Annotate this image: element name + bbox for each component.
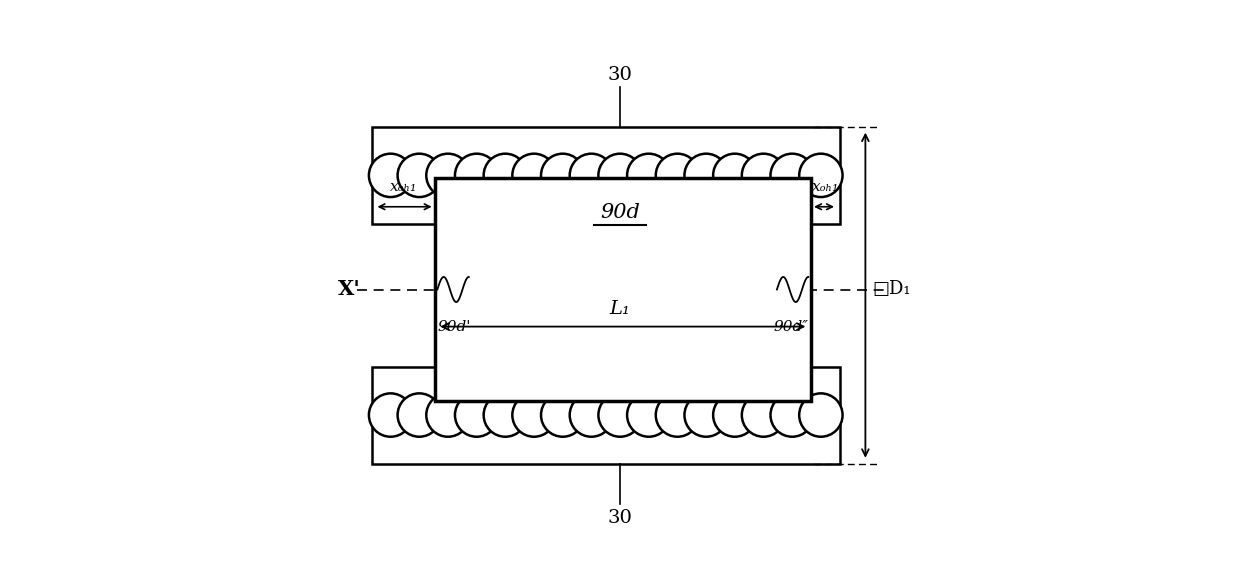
Text: L₁: L₁ <box>610 300 630 318</box>
Text: 30: 30 <box>608 509 632 527</box>
Circle shape <box>656 153 699 197</box>
Circle shape <box>599 153 642 197</box>
Circle shape <box>427 393 470 437</box>
Circle shape <box>800 393 842 437</box>
Circle shape <box>484 393 527 437</box>
Circle shape <box>455 153 498 197</box>
Circle shape <box>770 393 813 437</box>
Circle shape <box>800 153 842 197</box>
Circle shape <box>427 153 470 197</box>
Circle shape <box>398 393 441 437</box>
Circle shape <box>541 153 584 197</box>
Circle shape <box>599 393 642 437</box>
Circle shape <box>656 393 699 437</box>
Circle shape <box>569 393 613 437</box>
Bar <box>372 127 839 224</box>
Circle shape <box>713 393 756 437</box>
Text: □D₁: □D₁ <box>873 280 911 299</box>
Circle shape <box>484 153 527 197</box>
Text: 90d″: 90d″ <box>774 320 808 334</box>
Text: 90d: 90d <box>600 203 640 222</box>
Text: xₒₕ₁: xₒₕ₁ <box>812 180 839 194</box>
Circle shape <box>541 393 584 437</box>
Circle shape <box>742 393 785 437</box>
Circle shape <box>370 393 412 437</box>
Circle shape <box>684 393 728 437</box>
Circle shape <box>455 393 498 437</box>
Circle shape <box>627 153 671 197</box>
Circle shape <box>370 153 412 197</box>
Circle shape <box>742 153 785 197</box>
Text: 90d': 90d' <box>438 320 471 334</box>
Circle shape <box>684 153 728 197</box>
Text: X': X' <box>337 280 361 299</box>
Text: xₒₕ₁: xₒₕ₁ <box>389 180 417 194</box>
Circle shape <box>512 153 556 197</box>
Circle shape <box>627 393 671 437</box>
Circle shape <box>569 153 613 197</box>
Circle shape <box>713 153 756 197</box>
Circle shape <box>398 153 441 197</box>
Circle shape <box>512 393 556 437</box>
Circle shape <box>770 153 813 197</box>
Text: 30: 30 <box>608 66 632 84</box>
Bar <box>434 178 811 401</box>
Bar <box>372 367 839 464</box>
